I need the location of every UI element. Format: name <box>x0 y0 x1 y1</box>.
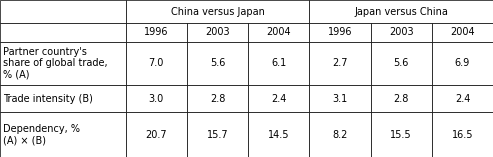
Bar <box>432 42 493 85</box>
Text: 14.5: 14.5 <box>268 130 289 140</box>
Bar <box>248 112 310 157</box>
Text: 6.9: 6.9 <box>455 58 470 68</box>
Text: 8.2: 8.2 <box>332 130 348 140</box>
Bar <box>126 85 187 112</box>
Bar <box>187 112 248 157</box>
Text: 20.7: 20.7 <box>145 130 167 140</box>
Bar <box>371 85 432 112</box>
Bar <box>126 112 187 157</box>
Text: 7.0: 7.0 <box>149 58 164 68</box>
Bar <box>0 112 126 157</box>
Text: Trade intensity (B): Trade intensity (B) <box>3 94 93 104</box>
Bar <box>187 85 248 112</box>
Bar <box>0 42 126 85</box>
Bar <box>310 23 371 42</box>
Bar <box>126 23 187 42</box>
Bar <box>126 0 310 23</box>
Text: 2004: 2004 <box>450 27 475 38</box>
Bar <box>248 23 310 42</box>
Text: China versus Japan: China versus Japan <box>171 7 265 17</box>
Bar <box>0 0 126 23</box>
Bar <box>248 85 310 112</box>
Bar <box>187 23 248 42</box>
Bar <box>310 42 371 85</box>
Text: 2.7: 2.7 <box>332 58 348 68</box>
Text: 2.4: 2.4 <box>271 94 286 104</box>
Bar <box>0 85 126 112</box>
Bar <box>432 85 493 112</box>
Text: 3.0: 3.0 <box>149 94 164 104</box>
Bar <box>371 112 432 157</box>
Text: 3.1: 3.1 <box>332 94 348 104</box>
Text: 15.5: 15.5 <box>390 130 412 140</box>
Text: 6.1: 6.1 <box>271 58 286 68</box>
Text: 15.7: 15.7 <box>207 130 228 140</box>
Bar <box>310 85 371 112</box>
Text: 16.5: 16.5 <box>452 130 473 140</box>
Bar <box>0 23 126 42</box>
Bar <box>126 42 187 85</box>
Bar <box>432 23 493 42</box>
Text: 1996: 1996 <box>328 27 352 38</box>
Text: Partner country's
share of global trade,
% (A): Partner country's share of global trade,… <box>3 47 108 80</box>
Bar <box>371 23 432 42</box>
Text: 2.8: 2.8 <box>210 94 225 104</box>
Bar <box>310 112 371 157</box>
Text: 2004: 2004 <box>267 27 291 38</box>
Text: Japan versus China: Japan versus China <box>354 7 448 17</box>
Text: 2003: 2003 <box>205 27 230 38</box>
Bar <box>310 0 493 23</box>
Text: 5.6: 5.6 <box>210 58 225 68</box>
Text: 1996: 1996 <box>144 27 169 38</box>
Text: 2.4: 2.4 <box>455 94 470 104</box>
Bar <box>248 42 310 85</box>
Text: Dependency, %
(A) × (B): Dependency, % (A) × (B) <box>3 124 80 146</box>
Text: 2003: 2003 <box>389 27 414 38</box>
Text: 2.8: 2.8 <box>393 94 409 104</box>
Bar <box>432 112 493 157</box>
Bar <box>371 42 432 85</box>
Text: 5.6: 5.6 <box>393 58 409 68</box>
Bar <box>187 42 248 85</box>
